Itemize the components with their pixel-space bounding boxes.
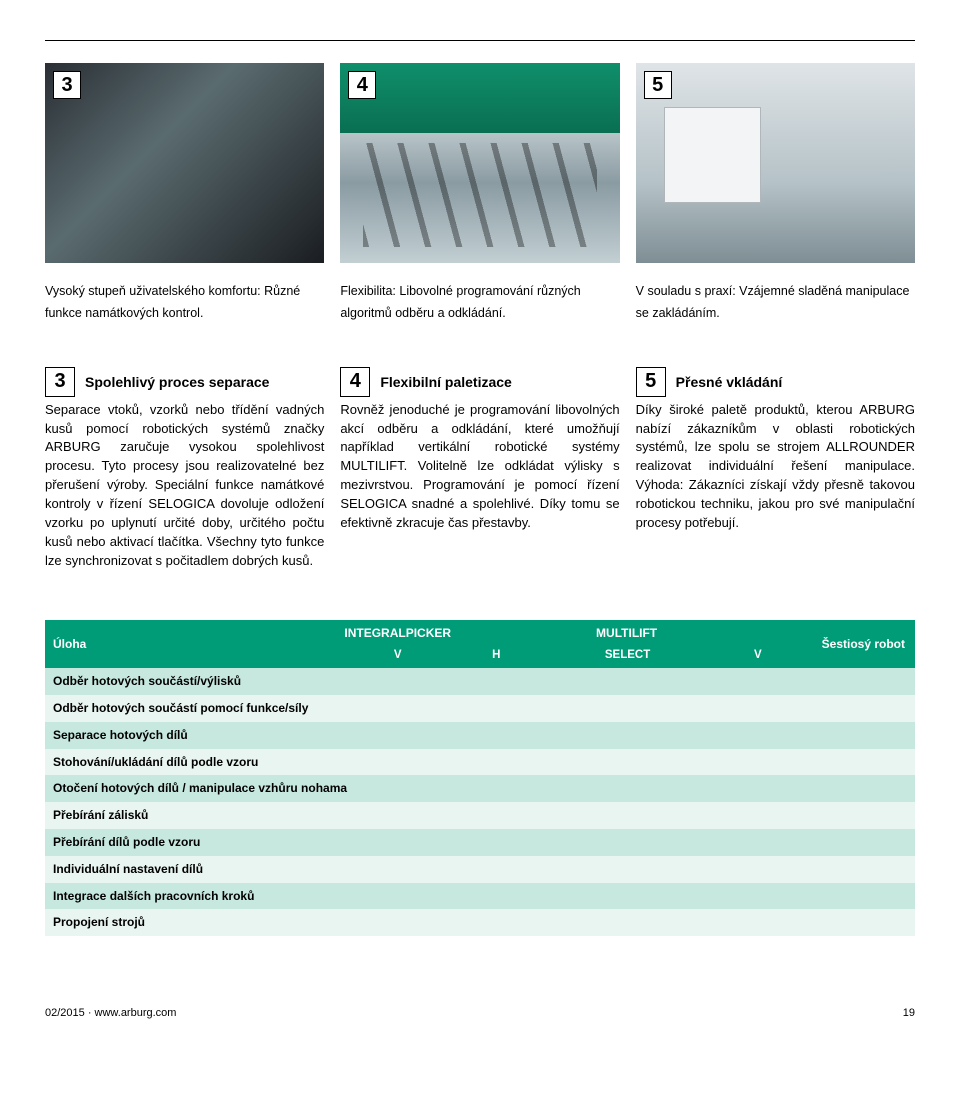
table-row-label: Otočení hotových dílů / manipulace vzhůr… — [45, 775, 915, 802]
page: 3 4 5 Vysoký stupeň uživatelského komfor… — [0, 0, 960, 1052]
top-rule — [45, 40, 915, 41]
body-col-3: 3 Spolehlivý proces separace Separace vt… — [45, 367, 324, 571]
photo-4: 4 — [340, 63, 619, 263]
section-number-5: 5 — [636, 367, 666, 397]
table-row-label: Přebírání dílů podle vzoru — [45, 829, 915, 856]
photo-number-badge: 3 — [53, 71, 81, 99]
footer-page-number: 19 — [903, 1006, 915, 1021]
caption-3: Vysoký stupeň uživatelského komfortu: Rů… — [45, 281, 324, 325]
table-row-label: Individuální nastavení dílů — [45, 856, 915, 883]
table-row: Propojení strojů — [45, 909, 915, 936]
section-number-4: 4 — [340, 367, 370, 397]
table-row-label: Integrace dalších pracovních kroků — [45, 883, 915, 910]
feature-table: Úloha INTEGRALPICKER MULTILIFT Šestiosý … — [45, 620, 915, 936]
caption-5: V souladu s praxí: Vzájemné sladěná mani… — [636, 281, 915, 325]
th-multi-v: V — [722, 647, 795, 668]
caption-row: Vysoký stupeň uživatelského komfortu: Rů… — [45, 281, 915, 325]
table-row: Otočení hotových dílů / manipulace vzhůr… — [45, 775, 915, 802]
table-header: Úloha INTEGRALPICKER MULTILIFT Šestiosý … — [45, 620, 915, 668]
th-multi-select: SELECT — [534, 647, 722, 668]
table-row: Separace hotových dílů — [45, 722, 915, 749]
table-row-label: Odběr hotových součástí/výlisků — [45, 668, 915, 695]
caption-4: Flexibilita: Libovolné programování různ… — [340, 281, 619, 325]
body-columns: 3 Spolehlivý proces separace Separace vt… — [45, 367, 915, 571]
page-footer: 02/2015 · www.arburg.com 19 — [45, 976, 915, 1021]
body-col-4: 4 Flexibilní paletizace Rovněž jenoduché… — [340, 367, 619, 571]
footer-left: 02/2015 · www.arburg.com — [45, 1006, 176, 1021]
section-body-4: Rovněž jenoduché je programování libovol… — [340, 402, 619, 530]
photo-3: 3 — [45, 63, 324, 263]
photo-number-badge: 4 — [348, 71, 376, 99]
table-row-label: Přebírání zálisků — [45, 802, 915, 829]
section-body-5: Díky široké paletě produktů, kterou ARBU… — [636, 402, 915, 530]
section-title-5: Přesné vkládání — [676, 372, 783, 392]
table-row-label: Propojení strojů — [45, 909, 915, 936]
section-body-3: Separace vtoků, vzorků nebo třídění vadn… — [45, 402, 324, 568]
th-multilift: MULTILIFT — [459, 620, 794, 647]
table-row-label: Separace hotových dílů — [45, 722, 915, 749]
table-row: Odběr hotových součástí/výlisků — [45, 668, 915, 695]
body-col-5: 5 Přesné vkládání Díky široké paletě pro… — [636, 367, 915, 571]
table-row: Integrace dalších pracovních kroků — [45, 883, 915, 910]
photo-row: 3 4 5 — [45, 63, 915, 263]
th-integralpicker: INTEGRALPICKER — [336, 620, 459, 647]
table-row: Stohování/ukládání dílů podle vzoru — [45, 749, 915, 776]
section-title-3: Spolehlivý proces separace — [85, 372, 269, 392]
table-row: Odběr hotových součástí pomocí funkce/sí… — [45, 695, 915, 722]
th-task: Úloha — [45, 620, 336, 668]
photo-5: 5 — [636, 63, 915, 263]
th-multi-h: H — [459, 647, 534, 668]
table-row: Přebírání dílů podle vzoru — [45, 829, 915, 856]
table-row: Individuální nastavení dílů — [45, 856, 915, 883]
th-robot: Šestiosý robot — [794, 620, 915, 668]
th-integ-v: V — [336, 647, 459, 668]
table-row-label: Stohování/ukládání dílů podle vzoru — [45, 749, 915, 776]
table-row-label: Odběr hotových součástí pomocí funkce/sí… — [45, 695, 915, 722]
table-body: Odběr hotových součástí/výliskůOdběr hot… — [45, 668, 915, 936]
section-title-4: Flexibilní paletizace — [380, 372, 512, 392]
section-number-3: 3 — [45, 367, 75, 397]
table-row: Přebírání zálisků — [45, 802, 915, 829]
photo-number-badge: 5 — [644, 71, 672, 99]
